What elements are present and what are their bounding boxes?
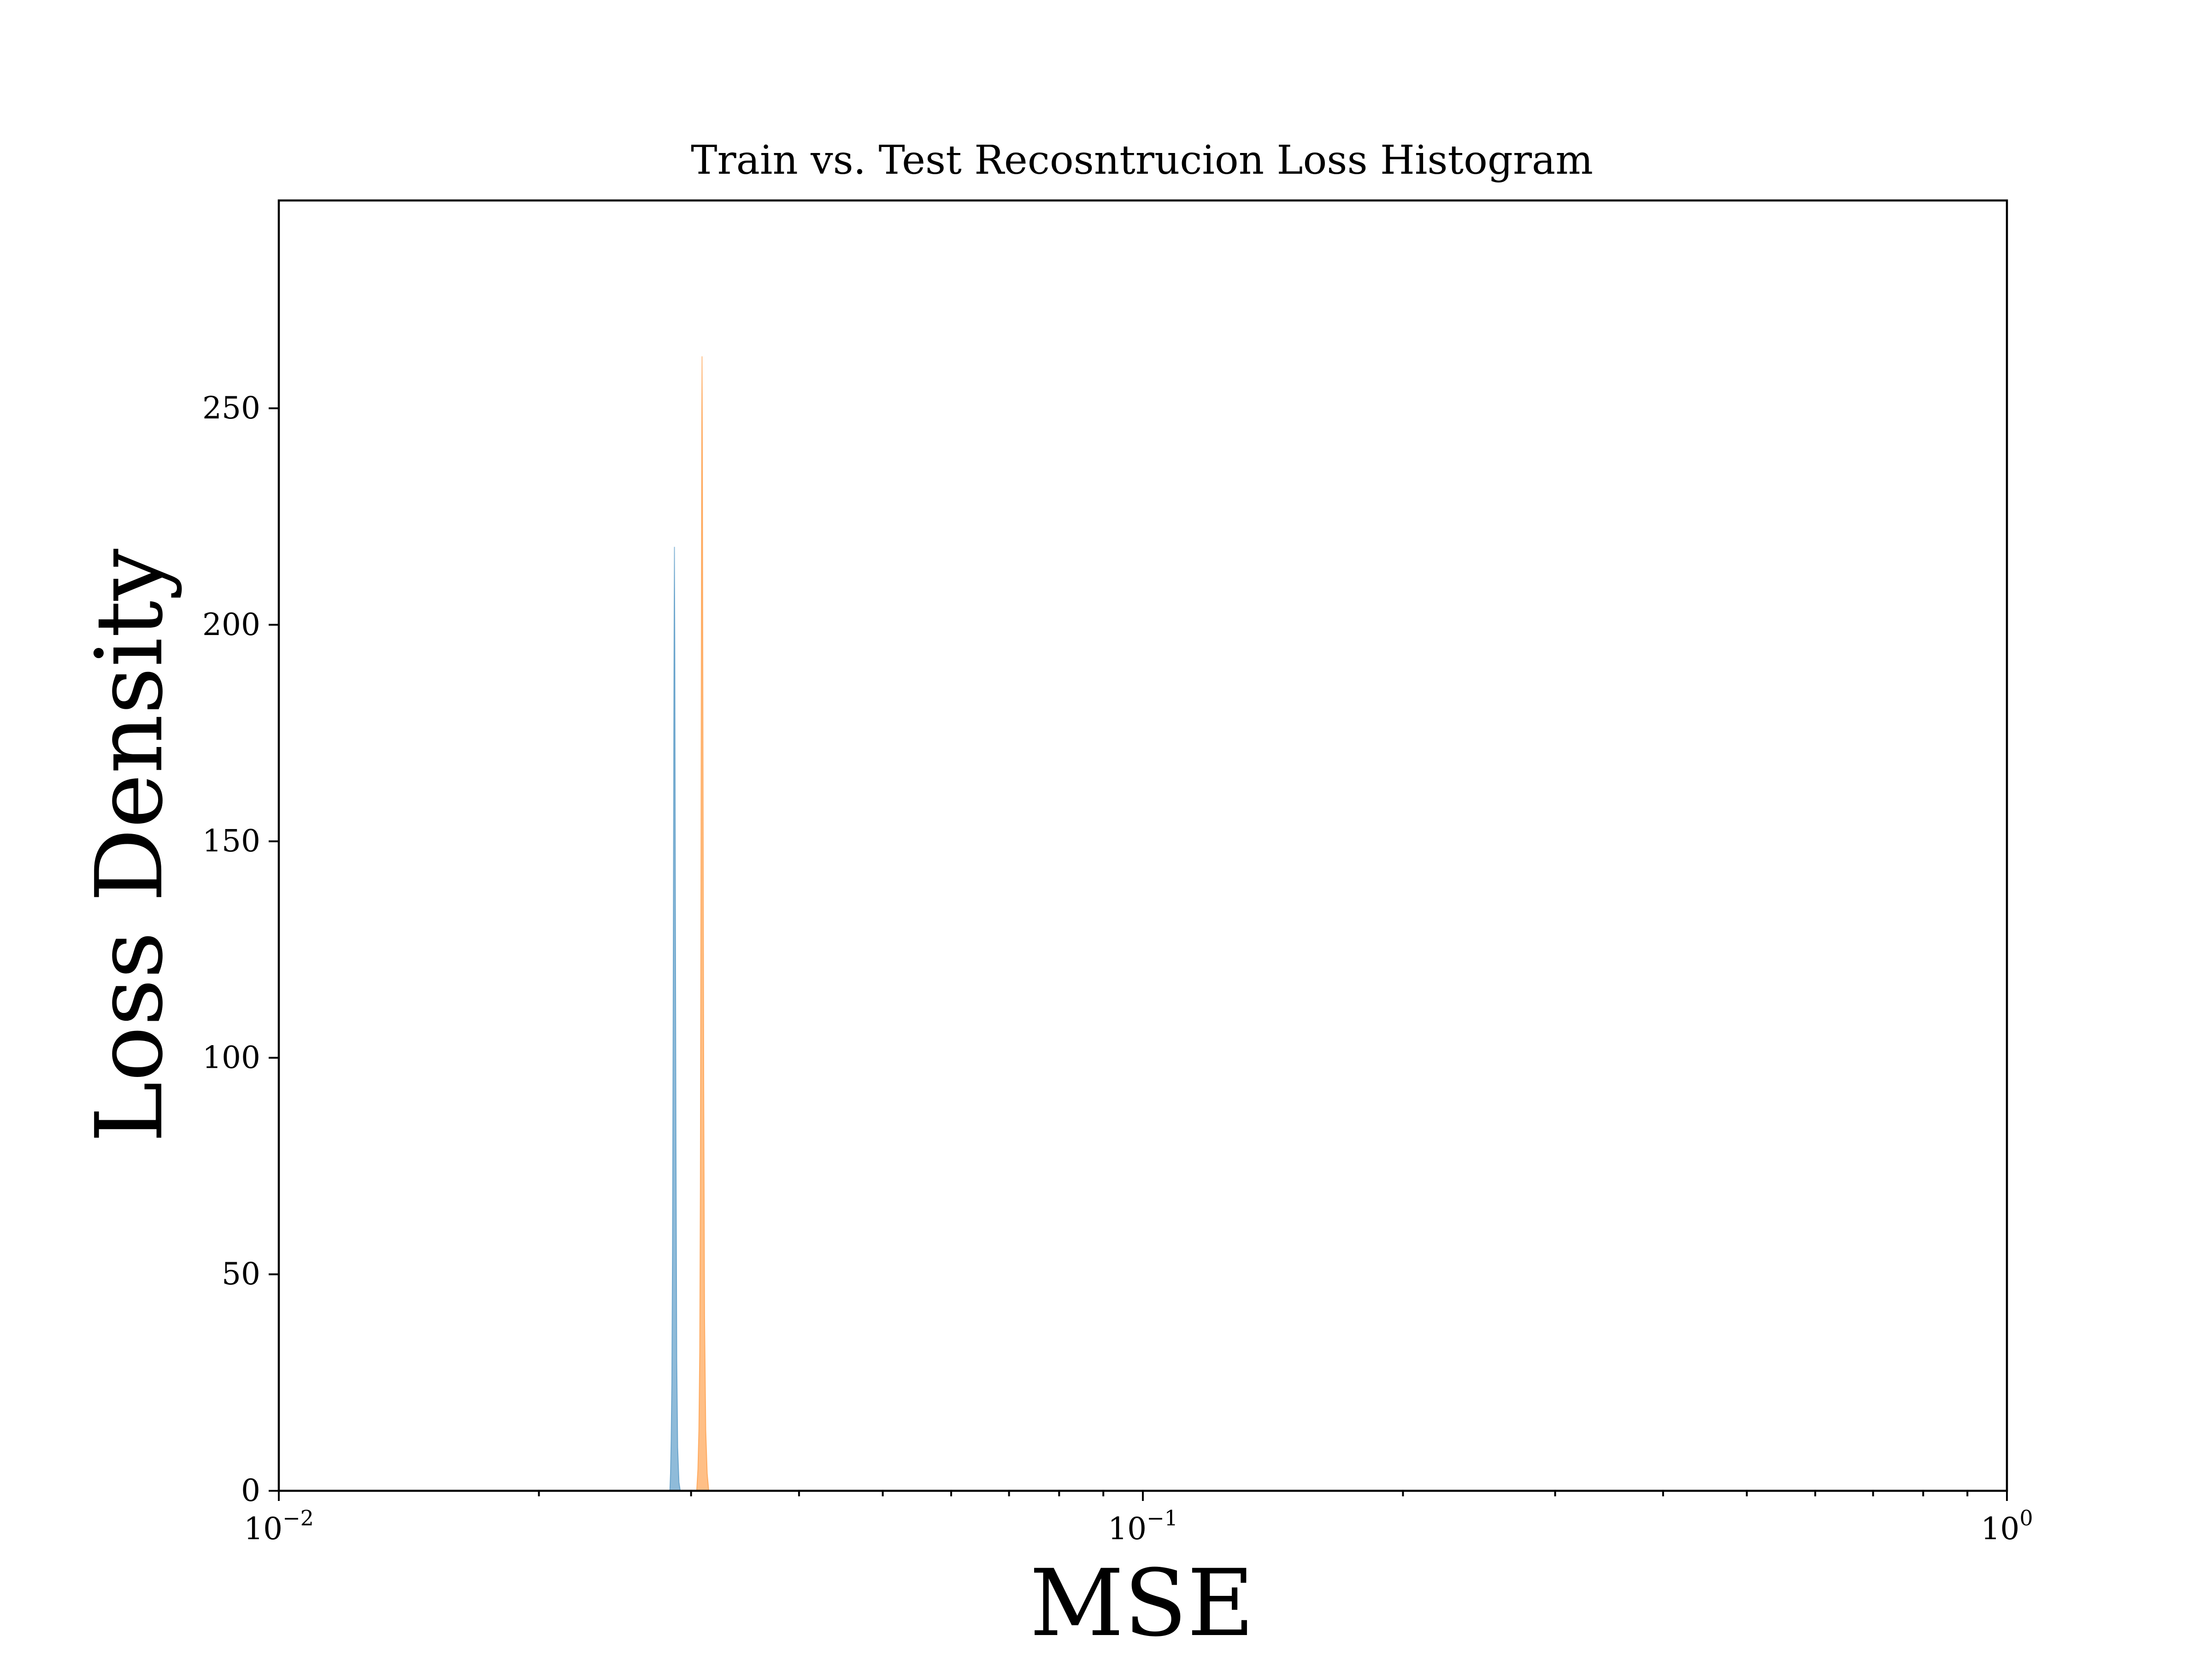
x-tick-label: 10−2 bbox=[244, 1506, 314, 1547]
x-tick-label-base: 10 bbox=[1108, 1511, 1147, 1547]
y-tick-label: 0 bbox=[241, 1473, 260, 1508]
y-tick-label: 150 bbox=[202, 824, 260, 859]
y-tick-label: 250 bbox=[202, 390, 260, 426]
histogram-series-0 bbox=[669, 547, 681, 1491]
y-tick-label: 50 bbox=[222, 1256, 260, 1292]
x-tick-label-exponent: 0 bbox=[2019, 1506, 2033, 1530]
x-tick-label: 100 bbox=[1981, 1506, 2033, 1547]
x-tick-label: 10−1 bbox=[1108, 1506, 1178, 1547]
y-tick-label: 100 bbox=[202, 1040, 260, 1075]
x-axis-label: MSE bbox=[1030, 1550, 1254, 1657]
y-tick-label: 200 bbox=[202, 607, 260, 642]
histogram-series-1 bbox=[696, 356, 710, 1491]
x-tick-label-exponent: −1 bbox=[1147, 1506, 1178, 1530]
x-tick-label-base: 10 bbox=[1981, 1511, 2019, 1547]
chart-title: Train vs. Test Recosntrucion Loss Histog… bbox=[691, 137, 1593, 183]
plot-frame bbox=[277, 199, 2008, 1492]
y-axis-label: Loss Density bbox=[76, 548, 183, 1143]
x-tick-label-exponent: −2 bbox=[282, 1506, 314, 1530]
x-tick-label-base: 10 bbox=[244, 1511, 282, 1547]
series-layer bbox=[669, 356, 710, 1491]
